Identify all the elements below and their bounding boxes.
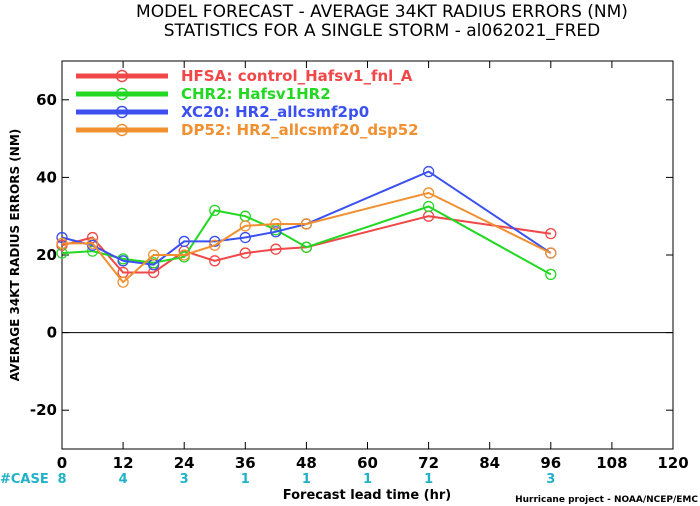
series-point bbox=[270, 226, 282, 238]
series-point bbox=[178, 235, 190, 248]
series-1 bbox=[56, 200, 557, 281]
credit-text: Hurricane project - NOAA/NCEP/EMC bbox=[515, 495, 698, 505]
series-point bbox=[178, 249, 190, 261]
case-count: 3 bbox=[546, 472, 555, 487]
x-tick-label: 24 bbox=[174, 454, 195, 472]
series-point bbox=[270, 243, 282, 255]
case-counts: 8 4 3 1 1 1 1 3 bbox=[57, 472, 555, 487]
series-line bbox=[62, 191, 552, 284]
series-point bbox=[422, 187, 435, 199]
y-tick-label: 40 bbox=[36, 168, 57, 186]
series-point bbox=[545, 268, 557, 281]
x-axis-label: Forecast lead time (hr) bbox=[283, 488, 451, 503]
legend-marker bbox=[115, 123, 129, 137]
y-tick-label: -20 bbox=[30, 401, 57, 419]
series-point bbox=[209, 204, 221, 217]
series-point bbox=[209, 239, 221, 251]
x-tick-label: 0 bbox=[57, 454, 67, 472]
series-3 bbox=[56, 187, 557, 288]
x-tick-label: 48 bbox=[296, 454, 317, 472]
y-tick-label: 20 bbox=[36, 246, 57, 264]
series-point bbox=[147, 249, 160, 261]
case-count: 1 bbox=[302, 472, 311, 487]
x-tick-label: 60 bbox=[357, 454, 378, 472]
legend-label: HFSA: control_Hafsv1_fnl_A bbox=[181, 67, 413, 85]
series-point bbox=[422, 165, 435, 178]
x-tick-label: 72 bbox=[418, 454, 439, 472]
axis-ticks: 0 12 24 36 48 60 72 84 96 108 120 -20 0 20 40 60 bbox=[30, 61, 689, 472]
series-point bbox=[239, 220, 251, 232]
series-point bbox=[239, 231, 251, 244]
series-0 bbox=[56, 210, 557, 279]
x-tick-label: 96 bbox=[540, 454, 561, 472]
x-tick-label: 108 bbox=[596, 454, 627, 472]
series-point bbox=[56, 237, 68, 250]
case-count: 3 bbox=[180, 472, 189, 487]
legend-marker bbox=[115, 69, 129, 83]
case-count: 4 bbox=[119, 472, 128, 487]
series-point bbox=[117, 255, 129, 267]
series-point bbox=[270, 218, 282, 230]
series-point bbox=[300, 241, 313, 253]
series-point bbox=[300, 218, 313, 230]
x-tick-label: 84 bbox=[479, 454, 500, 472]
case-count: 1 bbox=[241, 472, 250, 487]
legend-marker bbox=[115, 87, 129, 101]
series-point bbox=[422, 200, 435, 213]
series-point bbox=[117, 276, 129, 288]
series-point bbox=[209, 255, 221, 267]
series-line bbox=[61, 170, 552, 266]
series-line bbox=[61, 215, 551, 274]
case-label: #CASE bbox=[0, 472, 49, 487]
legend-marker bbox=[115, 105, 129, 119]
x-tick-label: 120 bbox=[657, 454, 688, 472]
series-point bbox=[545, 228, 557, 240]
x-tick-label: 12 bbox=[113, 454, 134, 472]
case-count: 1 bbox=[363, 472, 372, 487]
x-tick-label: 36 bbox=[235, 454, 256, 472]
case-count: 8 bbox=[57, 472, 66, 487]
legend-label: XC20: HR2_allcsmf2p0 bbox=[181, 103, 369, 121]
y-axis-label: AVERAGE 34KT RADIUS ERRORS (NM) bbox=[8, 129, 22, 381]
chart-subtitle: STATISTICS FOR A SINGLE STORM - al062021… bbox=[164, 21, 600, 41]
series-point bbox=[239, 247, 251, 259]
y-tick-label: 0 bbox=[47, 324, 57, 342]
case-count: 1 bbox=[424, 472, 433, 487]
legend-label: CHR2: Hafsv1HR2 bbox=[181, 85, 331, 103]
series-group bbox=[56, 165, 557, 288]
y-tick-label: 60 bbox=[36, 91, 57, 109]
series-point bbox=[545, 247, 557, 259]
series-point bbox=[86, 237, 99, 250]
chart-title: MODEL FORECAST - AVERAGE 34KT RADIUS ERR… bbox=[136, 2, 628, 22]
legend-label: DP52: HR2_allcsmf20_dsp52 bbox=[181, 121, 419, 139]
